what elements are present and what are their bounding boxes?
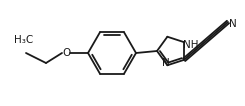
Text: H₃C: H₃C xyxy=(14,35,33,45)
Text: O: O xyxy=(62,48,70,58)
Text: NH: NH xyxy=(184,40,199,50)
Text: N: N xyxy=(162,58,170,68)
Text: N: N xyxy=(229,19,237,29)
